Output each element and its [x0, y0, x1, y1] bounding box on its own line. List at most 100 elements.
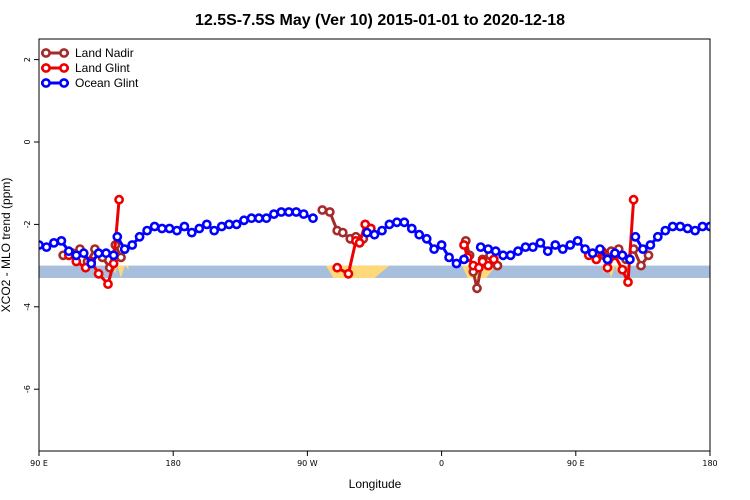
legend-item-land-glint: Land Glint: [41, 61, 130, 75]
legend-swatch-marker: [59, 78, 69, 88]
data-point-ocean-glint: [201, 219, 212, 230]
chart-title: 12.5S-7.5S May (Ver 10) 2015-01-01 to 20…: [195, 12, 565, 29]
x-tick-label: 90 W: [297, 459, 318, 468]
data-point-ocean-glint: [142, 225, 152, 236]
plot-frame: [38, 38, 711, 452]
data-point-ocean-glint: [119, 244, 130, 254]
data-point-ocean-glint: [291, 207, 302, 217]
data-point-land-nadir: [317, 205, 328, 215]
data-point-ocean-glint: [414, 229, 425, 240]
x-axis-label: Longitude: [349, 477, 402, 491]
data-point-ocean-glint: [625, 254, 635, 265]
data-point-ocean-glint: [436, 240, 447, 250]
data-point-ocean-glint: [475, 242, 486, 252]
legend-label: Land Nadir: [75, 46, 134, 60]
data-point-ocean-glint: [276, 207, 287, 217]
data-point-ocean-glint: [705, 221, 710, 232]
x-tick-label: 180: [166, 459, 181, 468]
data-point-land-glint: [103, 279, 113, 289]
legend-label: Land Glint: [75, 61, 130, 75]
data-point-ocean-glint: [86, 258, 97, 269]
land-mask-patch: [111, 265, 129, 278]
data-point-ocean-glint: [239, 215, 249, 226]
data-point-land-nadir: [324, 207, 335, 217]
data-point-ocean-glint: [557, 244, 568, 254]
legend-swatch-marker: [59, 63, 69, 73]
data-point-ocean-glint: [459, 254, 469, 265]
data-point-ocean-glint: [682, 223, 693, 234]
y-axis: 2 0 -2 -4 -6: [23, 57, 39, 393]
data-point-land-glint: [628, 194, 639, 205]
data-point-ocean-glint: [41, 242, 52, 252]
data-point-land-nadir: [337, 227, 348, 238]
data-point-ocean-glint: [101, 248, 111, 259]
data-point-ocean-glint: [595, 244, 605, 254]
data-point-ocean-glint: [444, 252, 454, 263]
legend-swatch-marker: [41, 78, 51, 88]
data-point-ocean-glint: [667, 221, 678, 232]
data-point-ocean-glint: [483, 244, 494, 254]
data-point-ocean-glint: [697, 221, 708, 232]
legend-swatch-marker: [41, 63, 51, 73]
data-point-ocean-glint: [498, 250, 508, 261]
data-point-ocean-glint: [63, 246, 74, 257]
plot-area: [39, 194, 710, 294]
data-point-ocean-glint: [108, 250, 119, 261]
data-point-ocean-glint: [253, 213, 264, 224]
data-point-ocean-glint: [157, 223, 167, 234]
data-point-ocean-glint: [261, 213, 272, 224]
data-point-ocean-glint: [231, 219, 242, 230]
data-point-ocean-glint: [542, 246, 553, 257]
data-point-ocean-glint: [127, 240, 138, 250]
data-point-ocean-glint: [171, 225, 182, 236]
data-point-ocean-glint: [602, 254, 613, 265]
legend-item-land-nadir: Land Nadir: [41, 46, 134, 60]
data-point-ocean-glint: [186, 227, 197, 238]
x-tick-label: 90 E: [30, 459, 48, 468]
data-point-ocean-glint: [49, 237, 59, 248]
data-point-ocean-glint: [421, 233, 432, 244]
legend-swatch-marker: [41, 48, 51, 58]
data-point-ocean-glint: [660, 225, 671, 236]
data-point-ocean-glint: [78, 248, 89, 259]
data-point-ocean-glint: [369, 229, 380, 240]
data-point-ocean-glint: [572, 235, 583, 246]
data-point-ocean-glint: [209, 225, 220, 236]
data-point-ocean-glint: [224, 219, 234, 230]
data-point-land-glint: [354, 237, 365, 248]
data-point-ocean-glint: [429, 244, 439, 254]
legend-label: Ocean Glint: [75, 76, 139, 90]
data-point-land-glint: [459, 240, 469, 250]
data-point-ocean-glint: [308, 213, 318, 224]
data-point-ocean-glint: [399, 217, 410, 228]
data-point-ocean-glint: [451, 258, 462, 269]
data-point-ocean-glint: [630, 231, 641, 242]
data-point-land-glint: [93, 268, 104, 279]
legend-item-ocean-glint: Ocean Glint: [41, 76, 139, 90]
data-point-ocean-glint: [179, 221, 190, 232]
data-point-land-nadir: [472, 283, 482, 294]
data-point-ocean-glint: [580, 244, 590, 254]
data-point-ocean-glint: [194, 223, 205, 234]
data-point-ocean-glint: [675, 221, 686, 232]
data-point-ocean-glint: [56, 235, 67, 246]
data-point-ocean-glint: [377, 225, 387, 236]
data-point-ocean-glint: [617, 250, 628, 261]
data-point-ocean-glint: [112, 231, 123, 242]
data-point-ocean-glint: [638, 244, 648, 254]
y-tick-label: -2: [23, 220, 32, 228]
y-tick-label: 2: [23, 57, 32, 62]
legend-swatch-marker: [59, 48, 69, 58]
data-point-ocean-glint: [550, 240, 561, 250]
data-point-ocean-glint: [565, 240, 576, 250]
series-ocean-glint: [39, 207, 710, 269]
data-point-land-glint: [114, 194, 124, 205]
data-point-ocean-glint: [610, 248, 620, 259]
data-point-land-nadir: [643, 250, 654, 261]
data-point-ocean-glint: [490, 246, 501, 257]
data-point-ocean-glint: [149, 221, 160, 232]
data-point-ocean-glint: [690, 225, 700, 236]
x-axis: 90 E 180 90 W 0 90 E 180: [30, 451, 718, 468]
y-axis-label: XCO2 - MLO trend (ppm): [0, 178, 13, 313]
